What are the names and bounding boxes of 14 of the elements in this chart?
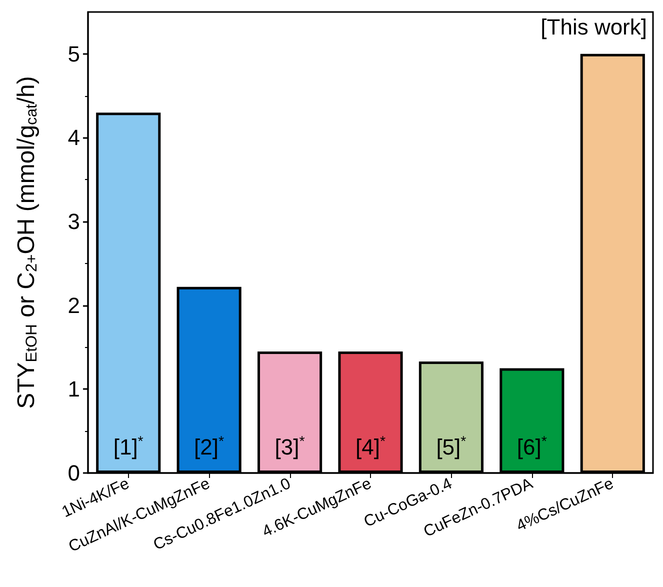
annotation: [1]*	[113, 434, 144, 460]
annotation: [6]*	[516, 434, 548, 460]
y-tick-label: 2	[68, 292, 80, 318]
annotation: [This work]	[540, 14, 648, 40]
y-tick-label: 4	[68, 125, 80, 150]
y-tick-label: 0	[68, 460, 80, 486]
y-tick-label: 1	[68, 376, 80, 402]
annotation: [5]*	[436, 434, 467, 460]
y-axis-title: STYEtOH or C2+OH (mmol/gcat/h)	[13, 76, 40, 409]
annotation: [4]*	[355, 434, 386, 460]
annotation: [2]*	[194, 434, 225, 460]
annotation: [3]*	[274, 434, 306, 460]
y-tick-label: 3	[68, 209, 80, 234]
y-tick-label: 5	[68, 41, 80, 66]
